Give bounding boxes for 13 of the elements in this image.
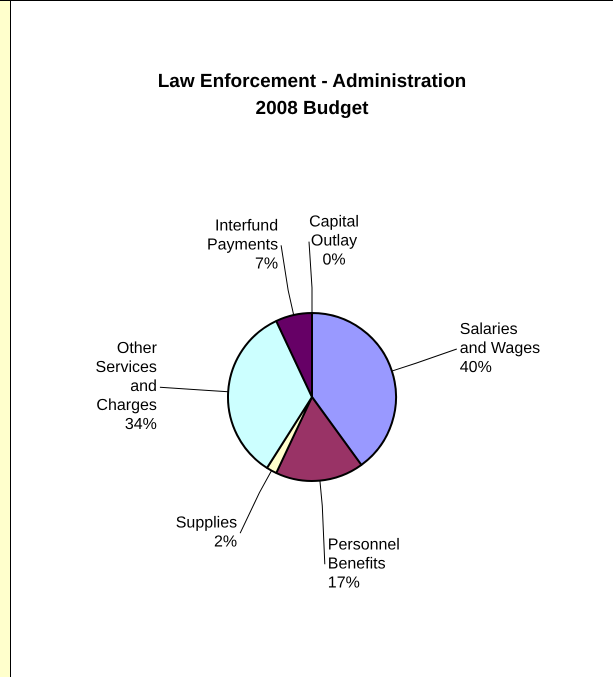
text: 0% xyxy=(322,252,346,269)
data-label: 17% xyxy=(328,574,360,592)
slice-label: Salaries and Wages xyxy=(460,321,540,358)
data-label: 40% xyxy=(460,359,492,376)
slice-label: Personnel Benefits xyxy=(328,536,400,572)
data-label: 7% xyxy=(254,256,278,273)
slice-label: Interfund Payments xyxy=(206,218,278,254)
data-label: 2% xyxy=(214,534,238,551)
slice-label: Supplies xyxy=(176,514,238,532)
category-label: Capital Outlay xyxy=(309,214,359,250)
chart-title: Law Enforcement - Administration 2008 Budget xyxy=(158,71,466,119)
data-label: 34% xyxy=(124,416,157,434)
slice-label: Other Services and Charges xyxy=(96,340,158,414)
